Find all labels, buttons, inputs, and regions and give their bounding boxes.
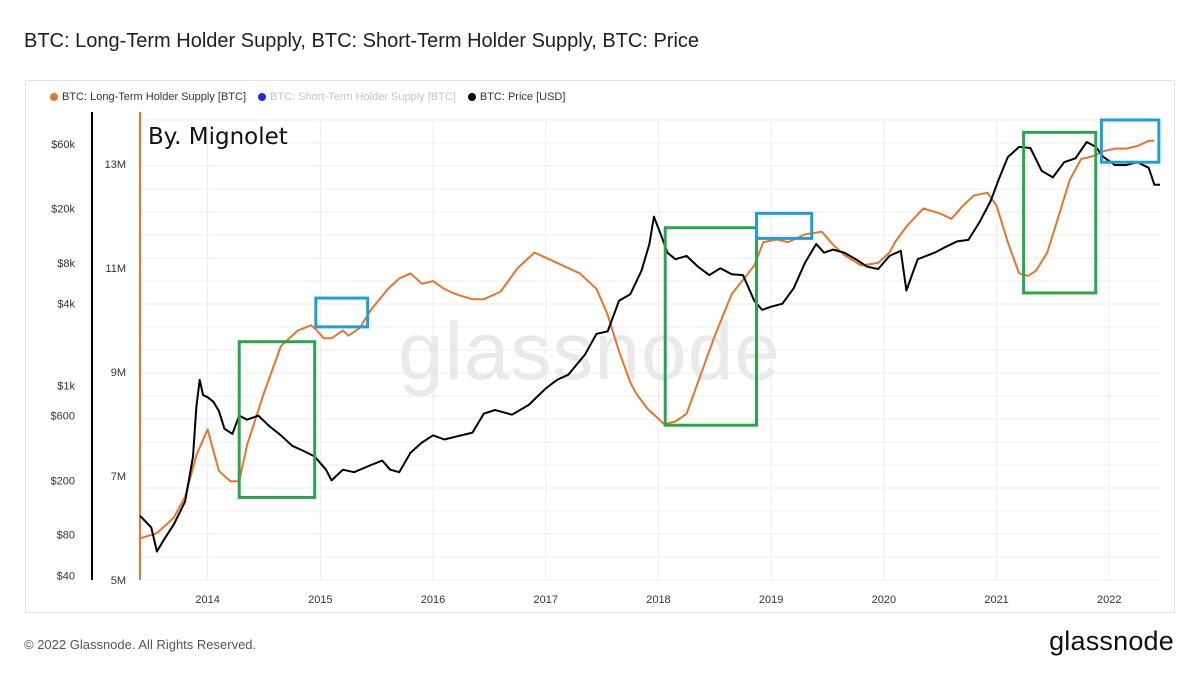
x-tick-label: 2016 <box>421 594 445 606</box>
x-tick-label: 2019 <box>759 594 783 606</box>
left-axis-tick-label: $40 <box>57 570 75 582</box>
left-axis-tick-label: $200 <box>51 475 75 487</box>
left-axis-tick-label: $600 <box>51 411 75 423</box>
x-tick-label: 2020 <box>872 594 896 606</box>
legend-label-sth: BTC: Short-Term Holder Supply [BTC] <box>270 91 456 103</box>
blue-annotation-box <box>1099 118 1161 164</box>
green-annotation-box <box>237 340 317 499</box>
left-axis-tick-label: $60k <box>51 139 75 151</box>
chart-legend: BTC: Long-Term Holder Supply [BTC] BTC: … <box>50 91 565 103</box>
x-tick-label: 2015 <box>308 594 332 606</box>
legend-item-price[interactable]: BTC: Price [USD] <box>467 91 566 103</box>
x-tick-label: 2021 <box>984 594 1008 606</box>
blue-annotation-box <box>755 211 814 240</box>
x-tick-label: 2017 <box>534 594 558 606</box>
left-axis-tick-label: $20k <box>51 204 75 216</box>
left-axis-tick-label: $80 <box>57 530 75 542</box>
price-dot-icon <box>467 93 476 101</box>
lth-axis-tick-label: 9M <box>111 367 126 379</box>
lth-axis-tick-label: 13M <box>105 159 126 171</box>
footer-copyright: © 2022 Glassnode. All Rights Reserved. <box>24 637 257 652</box>
lth-dot-icon <box>50 93 58 101</box>
green-annotation-box <box>663 226 759 427</box>
page-title: BTC: Long-Term Holder Supply, BTC: Short… <box>24 30 700 52</box>
lth-axis-tick-label: 7M <box>111 471 126 483</box>
lth-axis-tick-label: 5M <box>111 575 126 587</box>
legend-item-sth[interactable]: BTC: Short-Term Holder Supply [BTC] <box>258 91 456 103</box>
price-line <box>139 141 1160 553</box>
lth-supply-line <box>139 139 1155 540</box>
x-tick-label: 2022 <box>1097 594 1121 606</box>
lth-axis-tick-label: 11M <box>105 263 126 275</box>
green-annotation-box <box>1022 130 1098 295</box>
legend-label-lth: BTC: Long-Term Holder Supply [BTC] <box>62 91 247 103</box>
left-axis-tick-label: $1k <box>57 380 75 392</box>
blue-annotation-box <box>314 296 370 329</box>
legend-item-lth[interactable]: BTC: Long-Term Holder Supply [BTC] <box>50 91 246 103</box>
footer-logo[interactable]: glassnode <box>1049 626 1174 656</box>
x-tick-label: 2018 <box>646 594 670 606</box>
legend-label-price: BTC: Price [USD] <box>479 91 566 103</box>
author-annotation: By. Mignolet <box>148 124 288 150</box>
left-axis-tick-label: $8k <box>57 258 75 270</box>
left-axis-tick-label: $4k <box>57 299 75 311</box>
sth-dot-icon <box>258 93 267 101</box>
x-tick-label: 2014 <box>195 594 219 606</box>
chart-frame <box>25 80 1175 613</box>
